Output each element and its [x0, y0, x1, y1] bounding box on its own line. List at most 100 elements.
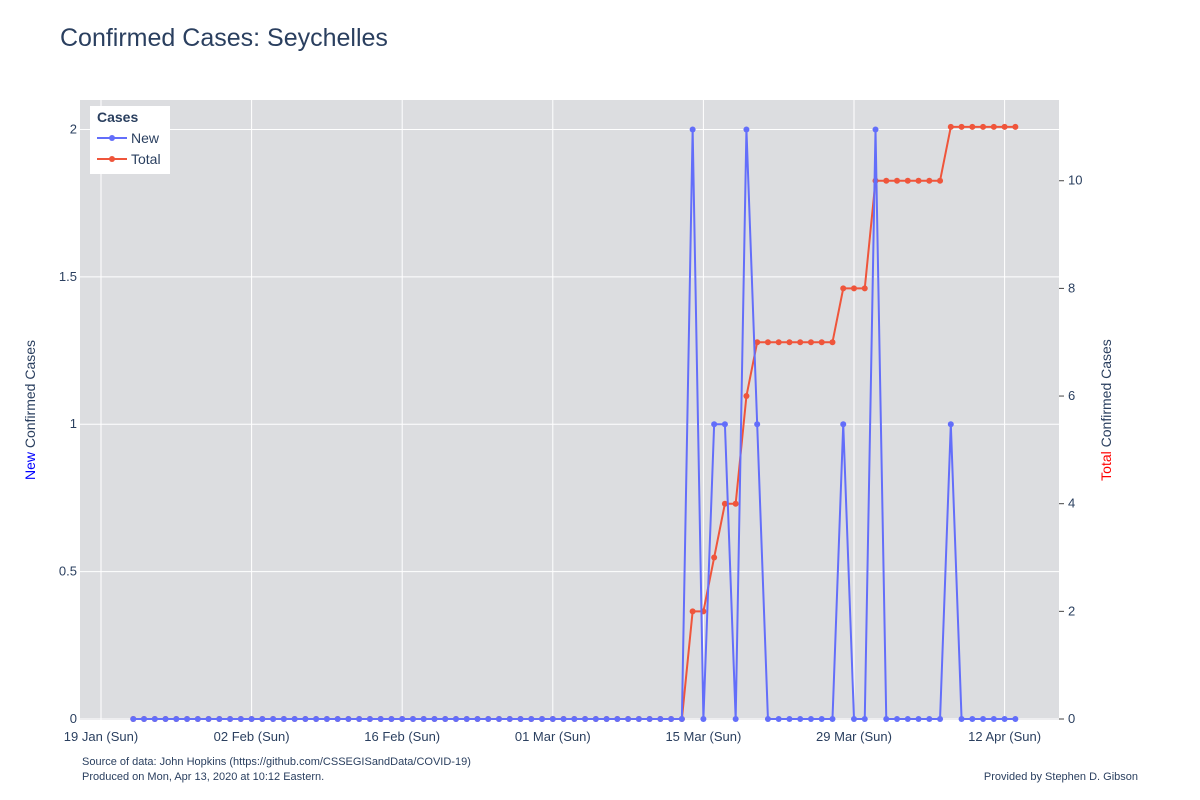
data-point-total[interactable]	[840, 285, 847, 292]
data-point-new[interactable]	[259, 716, 266, 722]
data-point-new[interactable]	[678, 716, 685, 722]
data-point-total[interactable]	[958, 123, 965, 130]
data-point-new[interactable]	[818, 716, 825, 722]
data-point-new[interactable]	[151, 716, 158, 722]
data-point-new[interactable]	[797, 716, 804, 722]
data-point-total[interactable]	[894, 177, 901, 184]
data-point-new[interactable]	[184, 716, 191, 722]
data-point-new[interactable]	[915, 716, 922, 722]
data-point-total[interactable]	[980, 123, 987, 130]
data-point-new[interactable]	[345, 716, 352, 722]
data-point-new[interactable]	[356, 716, 363, 722]
data-point-new[interactable]	[861, 716, 868, 722]
data-point-new[interactable]	[539, 716, 546, 722]
data-point-new[interactable]	[743, 126, 750, 133]
data-point-total[interactable]	[689, 608, 696, 615]
data-point-new[interactable]	[689, 126, 696, 133]
data-point-new[interactable]	[291, 716, 298, 722]
data-point-new[interactable]	[732, 716, 739, 722]
data-point-total[interactable]	[818, 339, 825, 346]
data-point-new[interactable]	[517, 716, 524, 722]
data-point-new[interactable]	[302, 716, 309, 722]
data-point-total[interactable]	[732, 500, 739, 507]
data-point-new[interactable]	[947, 421, 954, 428]
data-point-new[interactable]	[431, 716, 438, 722]
data-point-total[interactable]	[915, 177, 922, 184]
data-point-total[interactable]	[861, 285, 868, 292]
data-point-total[interactable]	[883, 177, 890, 184]
data-point-total[interactable]	[786, 339, 793, 346]
data-point-new[interactable]	[883, 716, 890, 722]
data-point-new[interactable]	[237, 716, 244, 722]
data-point-new[interactable]	[764, 716, 771, 722]
data-point-new[interactable]	[571, 716, 578, 722]
data-point-new[interactable]	[280, 716, 287, 722]
legend-item-new[interactable]: New	[97, 130, 160, 146]
data-point-new[interactable]	[377, 716, 384, 722]
data-point-total[interactable]	[754, 339, 761, 346]
data-point-new[interactable]	[463, 716, 470, 722]
data-point-new[interactable]	[635, 716, 642, 722]
data-point-new[interactable]	[711, 421, 718, 428]
data-point-new[interactable]	[323, 716, 330, 722]
data-point-new[interactable]	[442, 716, 449, 722]
data-point-total[interactable]	[926, 177, 933, 184]
data-point-new[interactable]	[657, 716, 664, 722]
legend[interactable]: Cases New Total	[90, 106, 170, 174]
data-point-new[interactable]	[668, 716, 675, 722]
data-point-new[interactable]	[334, 716, 341, 722]
data-point-new[interactable]	[452, 716, 459, 722]
data-point-total[interactable]	[807, 339, 814, 346]
data-point-total[interactable]	[711, 554, 718, 561]
data-point-new[interactable]	[130, 716, 137, 722]
data-point-new[interactable]	[582, 716, 589, 722]
data-point-new[interactable]	[528, 716, 535, 722]
data-point-total[interactable]	[947, 123, 954, 130]
data-point-new[interactable]	[851, 716, 857, 722]
data-point-new[interactable]	[614, 716, 621, 722]
data-point-total[interactable]	[829, 339, 836, 346]
data-point-new[interactable]	[1001, 716, 1008, 722]
data-point-new[interactable]	[980, 716, 987, 722]
data-point-new[interactable]	[603, 716, 610, 722]
data-point-new[interactable]	[506, 716, 513, 722]
data-point-new[interactable]	[173, 716, 180, 722]
data-point-new[interactable]	[904, 716, 911, 722]
data-point-new[interactable]	[496, 716, 503, 722]
data-point-new[interactable]	[141, 716, 148, 722]
data-point-new[interactable]	[840, 421, 847, 428]
data-point-new[interactable]	[388, 716, 395, 722]
data-point-new[interactable]	[366, 716, 373, 722]
data-point-new[interactable]	[969, 716, 976, 722]
data-point-new[interactable]	[926, 716, 933, 722]
data-point-new[interactable]	[248, 716, 255, 722]
data-point-new[interactable]	[205, 716, 212, 722]
data-point-new[interactable]	[754, 421, 761, 428]
data-point-total[interactable]	[851, 285, 857, 292]
data-point-new[interactable]	[474, 716, 481, 722]
data-point-new[interactable]	[990, 716, 997, 722]
data-point-new[interactable]	[700, 716, 707, 722]
data-point-new[interactable]	[775, 716, 782, 722]
data-point-new[interactable]	[829, 716, 836, 722]
data-point-new[interactable]	[399, 716, 406, 722]
data-point-new[interactable]	[1012, 716, 1019, 722]
data-point-total[interactable]	[743, 393, 750, 400]
data-point-new[interactable]	[625, 716, 632, 722]
data-point-total[interactable]	[1012, 123, 1019, 130]
data-point-total[interactable]	[904, 177, 911, 184]
data-point-new[interactable]	[549, 716, 556, 722]
data-point-total[interactable]	[1001, 123, 1008, 130]
data-point-new[interactable]	[958, 716, 965, 722]
data-point-new[interactable]	[227, 716, 234, 722]
data-point-total[interactable]	[937, 177, 944, 184]
data-point-new[interactable]	[721, 421, 728, 428]
data-point-new[interactable]	[162, 716, 169, 722]
data-point-total[interactable]	[764, 339, 771, 346]
data-point-total[interactable]	[990, 123, 997, 130]
data-point-new[interactable]	[872, 126, 879, 133]
data-point-new[interactable]	[807, 716, 814, 722]
data-point-new[interactable]	[894, 716, 901, 722]
data-point-total[interactable]	[797, 339, 804, 346]
legend-item-total[interactable]: Total	[97, 151, 161, 167]
